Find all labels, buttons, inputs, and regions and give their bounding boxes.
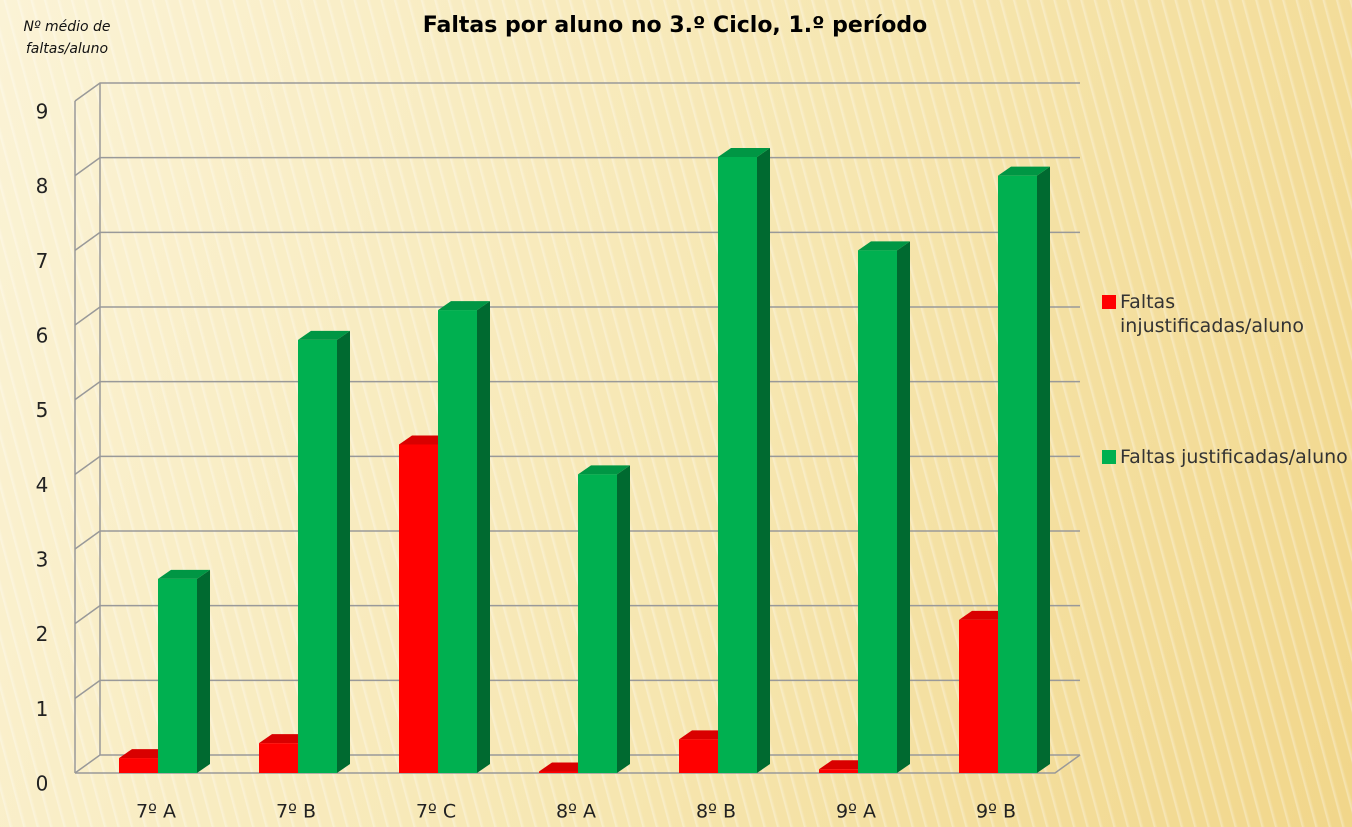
legend-item: Faltas justificadas/aluno xyxy=(1102,445,1352,469)
x-tick-label: 7º A xyxy=(136,801,176,823)
bar xyxy=(259,743,298,773)
bar xyxy=(399,444,438,773)
grid-line xyxy=(74,530,1080,550)
y-tick-label: 0 xyxy=(36,772,49,796)
bar-side xyxy=(1037,166,1050,773)
bar-3d xyxy=(298,330,350,773)
bar-side xyxy=(617,465,630,773)
bar xyxy=(158,578,197,773)
y-axis-label: Nº médio de faltas/aluno xyxy=(23,19,111,57)
bar xyxy=(858,250,897,774)
y-tick-label: 3 xyxy=(36,548,49,572)
grid-line xyxy=(74,231,1080,251)
grid-line xyxy=(74,306,1080,326)
bar xyxy=(119,758,158,773)
bar xyxy=(959,619,998,773)
bar-top xyxy=(158,569,210,579)
x-tick-label: 7º C xyxy=(416,801,456,823)
legend-swatch xyxy=(1102,295,1116,309)
bar xyxy=(998,175,1037,773)
bar-top xyxy=(578,465,630,475)
y-tick-label: 5 xyxy=(36,398,49,422)
x-tick-label: 9º B xyxy=(976,801,1016,823)
bar-3d xyxy=(998,166,1050,773)
grid-line xyxy=(74,455,1080,475)
x-tick-label: 8º B xyxy=(696,801,736,823)
bar-top xyxy=(438,301,490,311)
bar xyxy=(578,474,617,773)
bar xyxy=(718,157,757,773)
legend-label: Faltas injustificadas/aluno xyxy=(1120,291,1304,337)
bar-top xyxy=(718,148,770,157)
bar-3d xyxy=(578,465,630,773)
legend-label: Faltas justificadas/aluno xyxy=(1120,446,1348,468)
bar-top xyxy=(998,166,1050,176)
bar-side xyxy=(337,330,350,773)
bar xyxy=(819,769,858,773)
bar-3d xyxy=(438,301,490,773)
x-tick-label: 7º B xyxy=(276,801,316,823)
bar-side xyxy=(477,301,490,773)
bar xyxy=(679,739,718,773)
bar-side xyxy=(897,241,910,774)
y-tick-label: 4 xyxy=(36,473,49,497)
y-tick-label: 8 xyxy=(36,174,49,198)
bar xyxy=(298,339,337,773)
y-tick-label: 6 xyxy=(36,324,49,348)
grid-line xyxy=(74,82,1080,102)
bar xyxy=(539,771,578,773)
bar-top xyxy=(298,330,350,340)
bar-top xyxy=(858,241,910,251)
bar-3d xyxy=(718,148,770,773)
grid-line xyxy=(74,156,1080,177)
legend-item: Faltas injustificadas/aluno xyxy=(1102,290,1352,338)
bar-3d xyxy=(158,569,210,773)
bar xyxy=(438,310,477,773)
bar-side xyxy=(197,569,210,773)
legend-swatch xyxy=(1102,450,1116,464)
y-tick-label: 2 xyxy=(36,622,49,646)
bar-side xyxy=(757,148,770,773)
y-tick-label: 7 xyxy=(36,249,49,273)
grid-line xyxy=(74,380,1080,401)
y-tick-label: 1 xyxy=(36,697,49,721)
bar-3d xyxy=(858,241,910,774)
x-tick-label: 9º A xyxy=(836,801,876,823)
y-tick-label: 9 xyxy=(36,100,49,124)
grid-line xyxy=(74,604,1080,625)
x-tick-label: 8º A xyxy=(556,801,596,823)
grid-line xyxy=(74,679,1080,699)
chart-title: Faltas por aluno no 3.º Ciclo, 1.º perío… xyxy=(423,13,927,38)
